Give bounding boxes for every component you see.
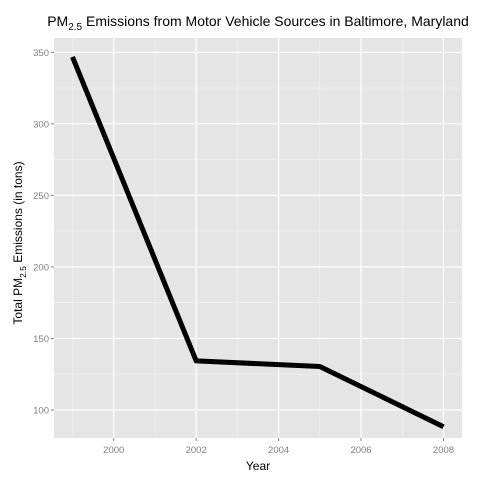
x-tick-label: 2006 [350, 445, 371, 456]
y-tick-label: 350 [33, 48, 49, 59]
x-tick-label: 2004 [268, 445, 289, 456]
x-tick-label: 2002 [186, 445, 207, 456]
x-tick-label: 2008 [433, 445, 454, 456]
x-axis-title: Year [246, 459, 270, 473]
x-tick-label: 2000 [103, 445, 124, 456]
y-tick-label: 150 [33, 334, 49, 345]
y-tick-label: 200 [33, 262, 49, 273]
y-tick-label: 300 [33, 119, 49, 130]
plot-panel [54, 38, 462, 438]
y-tick-label: 100 [33, 405, 49, 416]
y-tick-label: 250 [33, 191, 49, 202]
